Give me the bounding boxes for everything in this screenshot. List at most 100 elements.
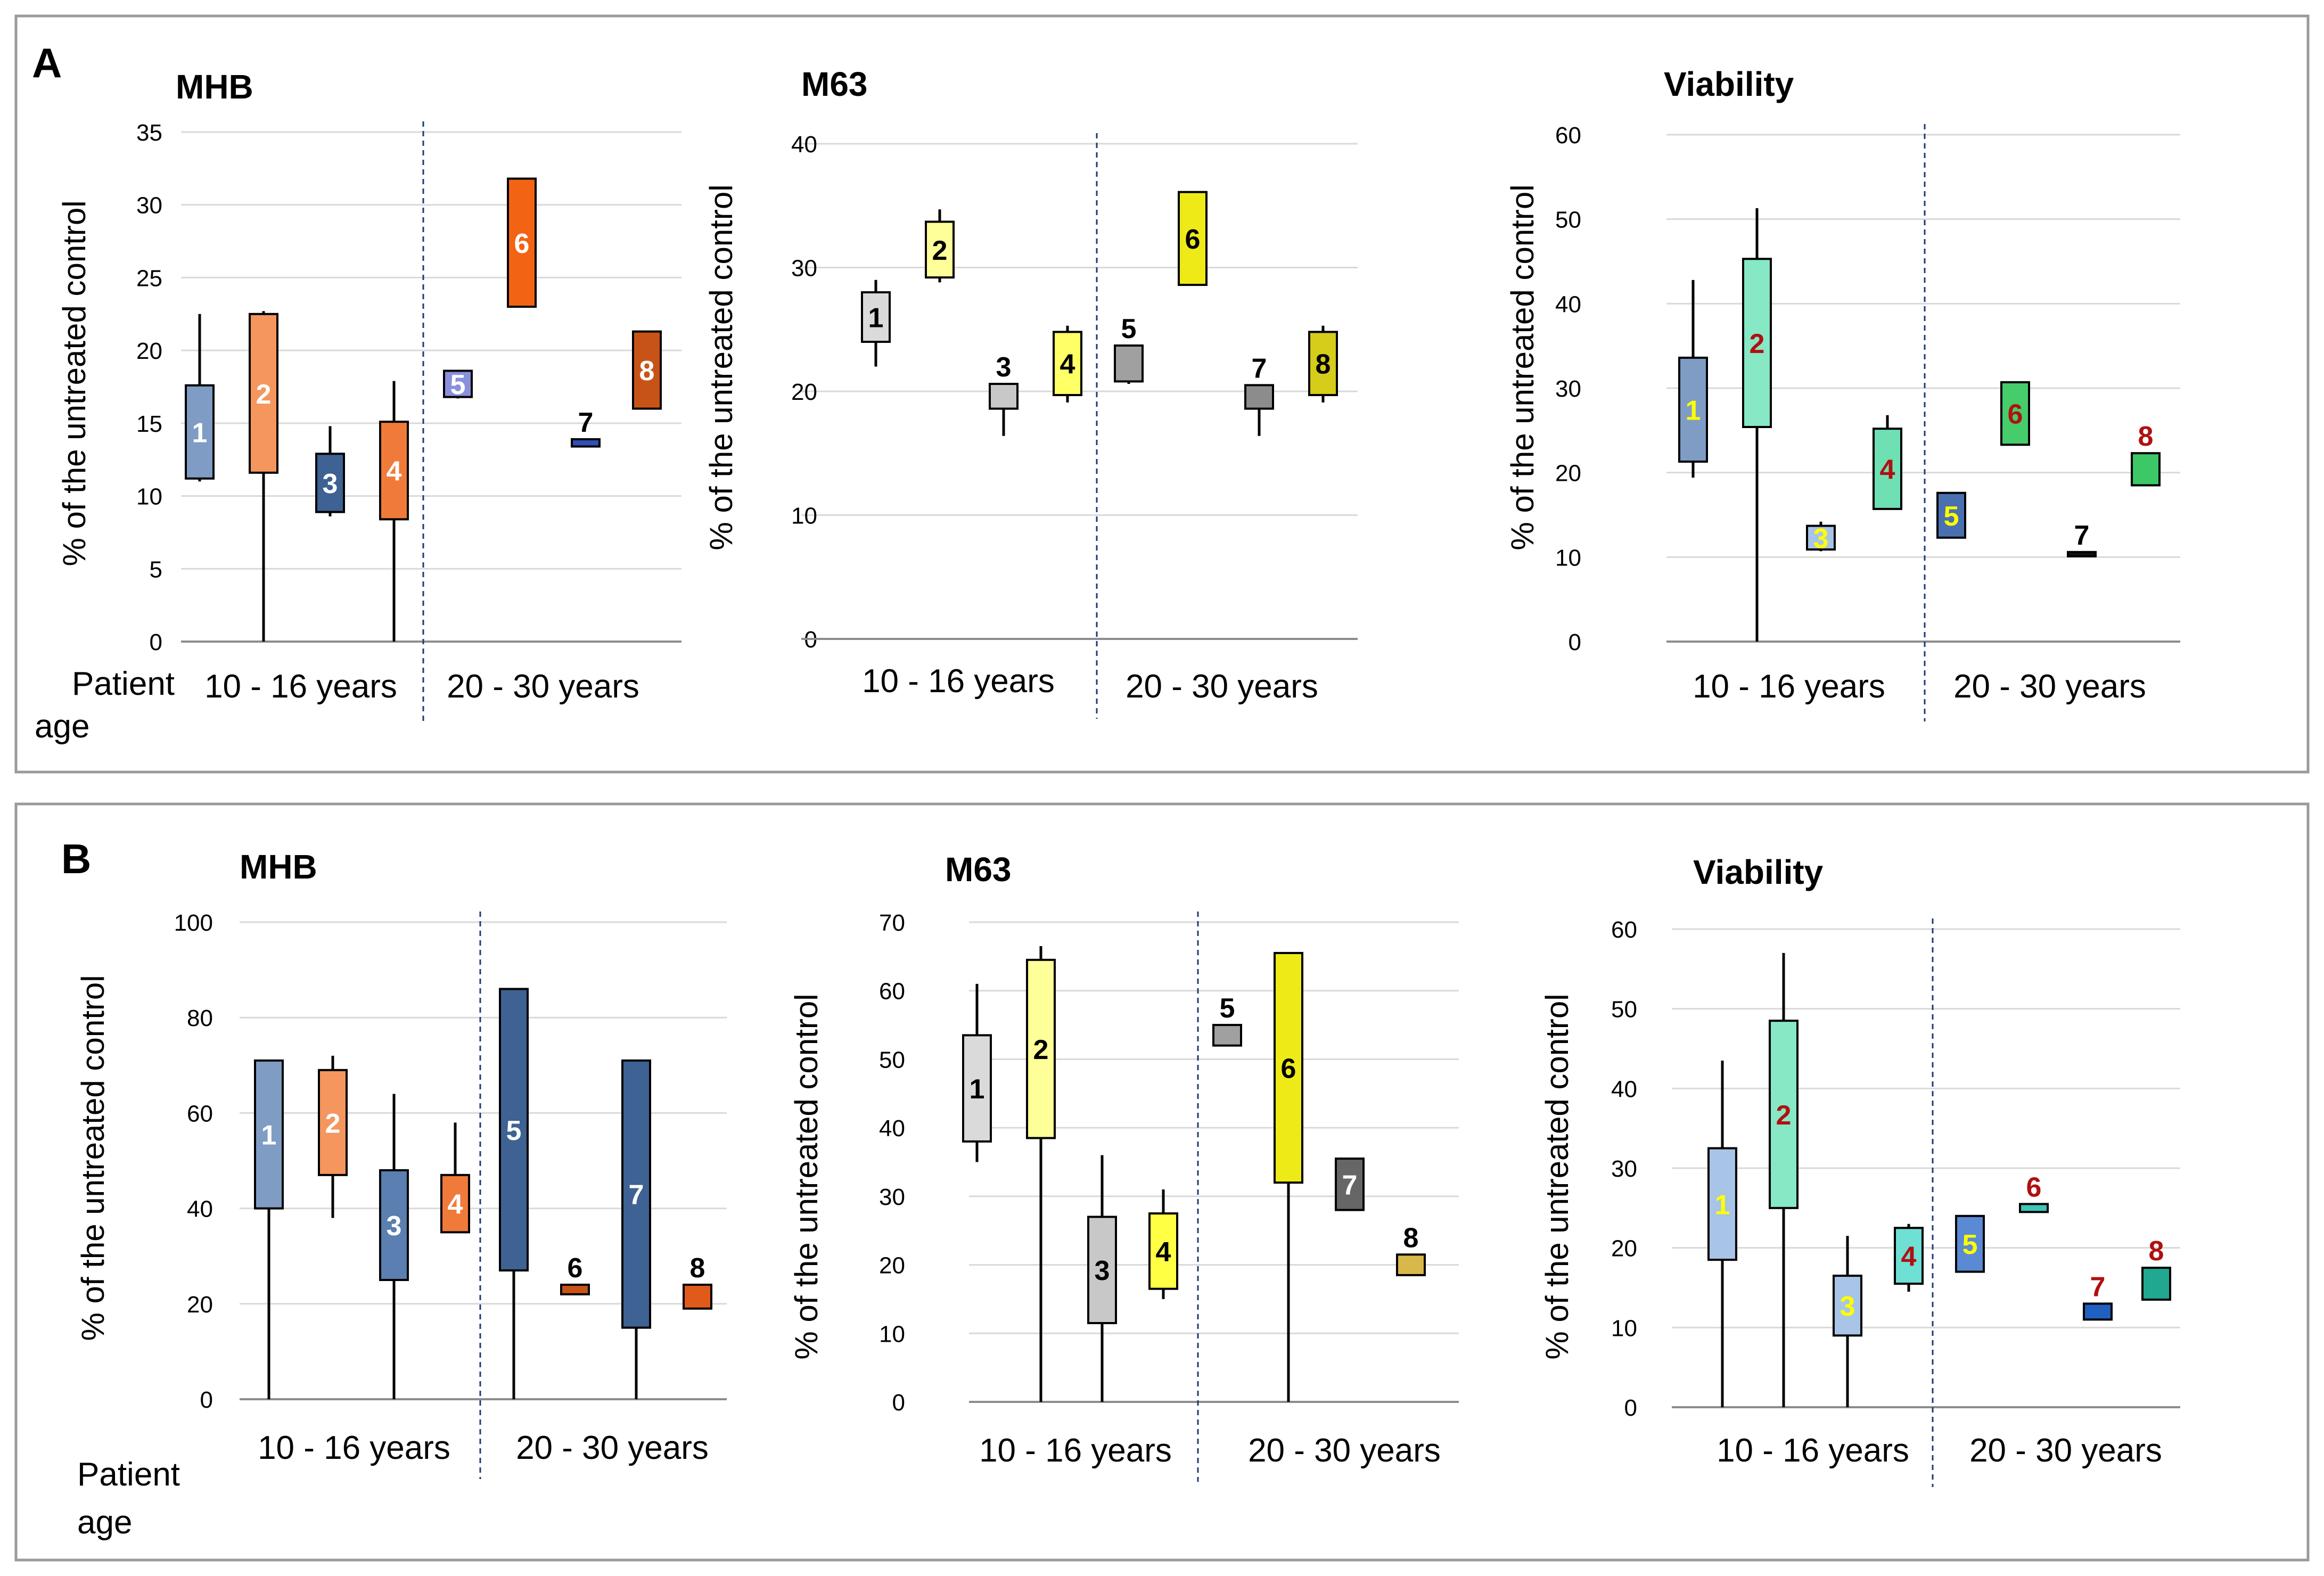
box-2: 2	[318, 1055, 348, 1218]
box-label: 3	[1813, 523, 1829, 554]
box-2: 2	[249, 311, 278, 642]
box-label: 2	[1033, 1035, 1049, 1065]
box-body	[571, 438, 601, 448]
y-tick-label: 10	[1611, 1315, 1637, 1341]
y-tick-label: 40	[879, 1115, 905, 1142]
box-body	[1148, 1212, 1178, 1290]
box-body	[1894, 1227, 1924, 1285]
box-body	[443, 370, 473, 398]
box-body	[962, 1034, 992, 1143]
y-tick-label: 5	[150, 556, 162, 582]
y-tick-label: 10	[136, 484, 162, 510]
group-label: 20 - 30 years	[1969, 1432, 2162, 1469]
box-label: 8	[1403, 1222, 1419, 1253]
box-label: 1	[1715, 1189, 1730, 1220]
box-body	[1212, 1024, 1242, 1047]
box-body	[379, 421, 409, 521]
box-label: 6	[568, 1253, 583, 1284]
box-5: 5	[1955, 1214, 1985, 1273]
box-label: 7	[2074, 520, 2090, 551]
box-6: 6	[1274, 951, 1303, 1402]
box-4: 4	[1894, 1224, 1924, 1292]
box-8: 8	[2131, 421, 2161, 487]
box-6: 6	[507, 177, 537, 308]
y-tick-label: 10	[879, 1321, 905, 1347]
box-label: 5	[1944, 501, 1959, 532]
box-body	[1678, 356, 1708, 463]
box-3: 3	[1806, 521, 1836, 554]
box-4: 4	[1053, 325, 1082, 403]
chart-title: MHB	[176, 68, 253, 106]
box-6: 6	[2019, 1172, 2049, 1213]
box-body	[1308, 331, 1338, 396]
group-label: 10 - 16 years	[1717, 1432, 1909, 1469]
box-body	[1396, 1253, 1426, 1276]
group-label: 20 - 30 years	[516, 1430, 709, 1466]
chart-a-m63: M63% of the untreated control01020304010…	[703, 65, 1358, 719]
box-6: 6	[2000, 381, 2030, 446]
box-label: 8	[2149, 1236, 2164, 1267]
box-body	[925, 220, 955, 279]
box-label: 7	[578, 407, 594, 438]
patient-age-label-b-line1: Patient	[77, 1456, 180, 1493]
box-2: 2	[1026, 946, 1056, 1402]
y-tick-label: 0	[150, 629, 162, 655]
box-8: 8	[683, 1253, 712, 1310]
y-axis-label: % of the untreated control	[75, 975, 111, 1341]
chart-b-m63: M63 % of the untreated control 0 10 20 30 40 50…	[789, 850, 1459, 1482]
box-body	[318, 1069, 348, 1176]
box-body	[560, 1283, 590, 1295]
y-tick-label: 0	[1624, 1395, 1637, 1421]
group-label: 10 - 16 years	[1693, 668, 1885, 705]
box-body	[1087, 1216, 1117, 1324]
box-body	[440, 1173, 470, 1234]
box-label: 2	[256, 379, 272, 410]
panel-label-b: B	[61, 835, 91, 882]
box-4: 4	[379, 381, 409, 642]
box-body	[2000, 381, 2030, 446]
box-1: 1	[185, 314, 215, 482]
box-7: 7	[621, 1059, 651, 1399]
box-body	[1955, 1214, 1985, 1273]
box-2: 2	[1769, 953, 1799, 1407]
box-body	[1873, 428, 1902, 510]
box-label: 1	[970, 1074, 985, 1105]
group-label: 10 - 16 years	[258, 1430, 450, 1466]
box-body	[507, 177, 537, 308]
box-6: 6	[560, 1253, 590, 1295]
patient-age-label-b-line2: age	[77, 1504, 132, 1541]
box-8: 8	[1396, 1222, 1426, 1276]
y-tick-label: 30	[1611, 1156, 1637, 1182]
box-label: 1	[868, 303, 884, 334]
box-body	[1769, 1020, 1799, 1209]
box-body	[1244, 384, 1274, 410]
y-tick-label: 60	[1611, 917, 1637, 943]
y-tick-label: 20	[791, 379, 817, 405]
y-tick-label: 50	[1611, 997, 1637, 1023]
y-tick-label: 40	[1611, 1076, 1637, 1102]
box-label: 3	[323, 469, 338, 499]
box-5: 5	[443, 370, 473, 400]
box-8: 8	[632, 330, 662, 410]
y-tick-label: 30	[1555, 376, 1581, 402]
box-body	[1707, 1147, 1737, 1261]
box-body	[861, 291, 891, 343]
box-body	[1833, 1275, 1862, 1337]
box-label: 1	[261, 1120, 277, 1151]
box-3: 3	[1833, 1236, 1862, 1407]
group-label: 20 - 30 years	[1248, 1432, 1441, 1469]
chart-title: MHB	[240, 848, 317, 886]
box-body	[989, 383, 1019, 410]
box-5: 5	[1212, 993, 1242, 1047]
y-tick-label: 20	[136, 338, 162, 364]
box-5: 5	[1936, 491, 1966, 539]
group-label: 10 - 16 years	[204, 668, 397, 705]
box-label: 4	[1156, 1237, 1171, 1268]
box-2: 2	[925, 209, 955, 283]
chart-title: M63	[801, 65, 868, 103]
box-body	[1053, 331, 1082, 396]
y-tick-label: 30	[879, 1184, 905, 1210]
